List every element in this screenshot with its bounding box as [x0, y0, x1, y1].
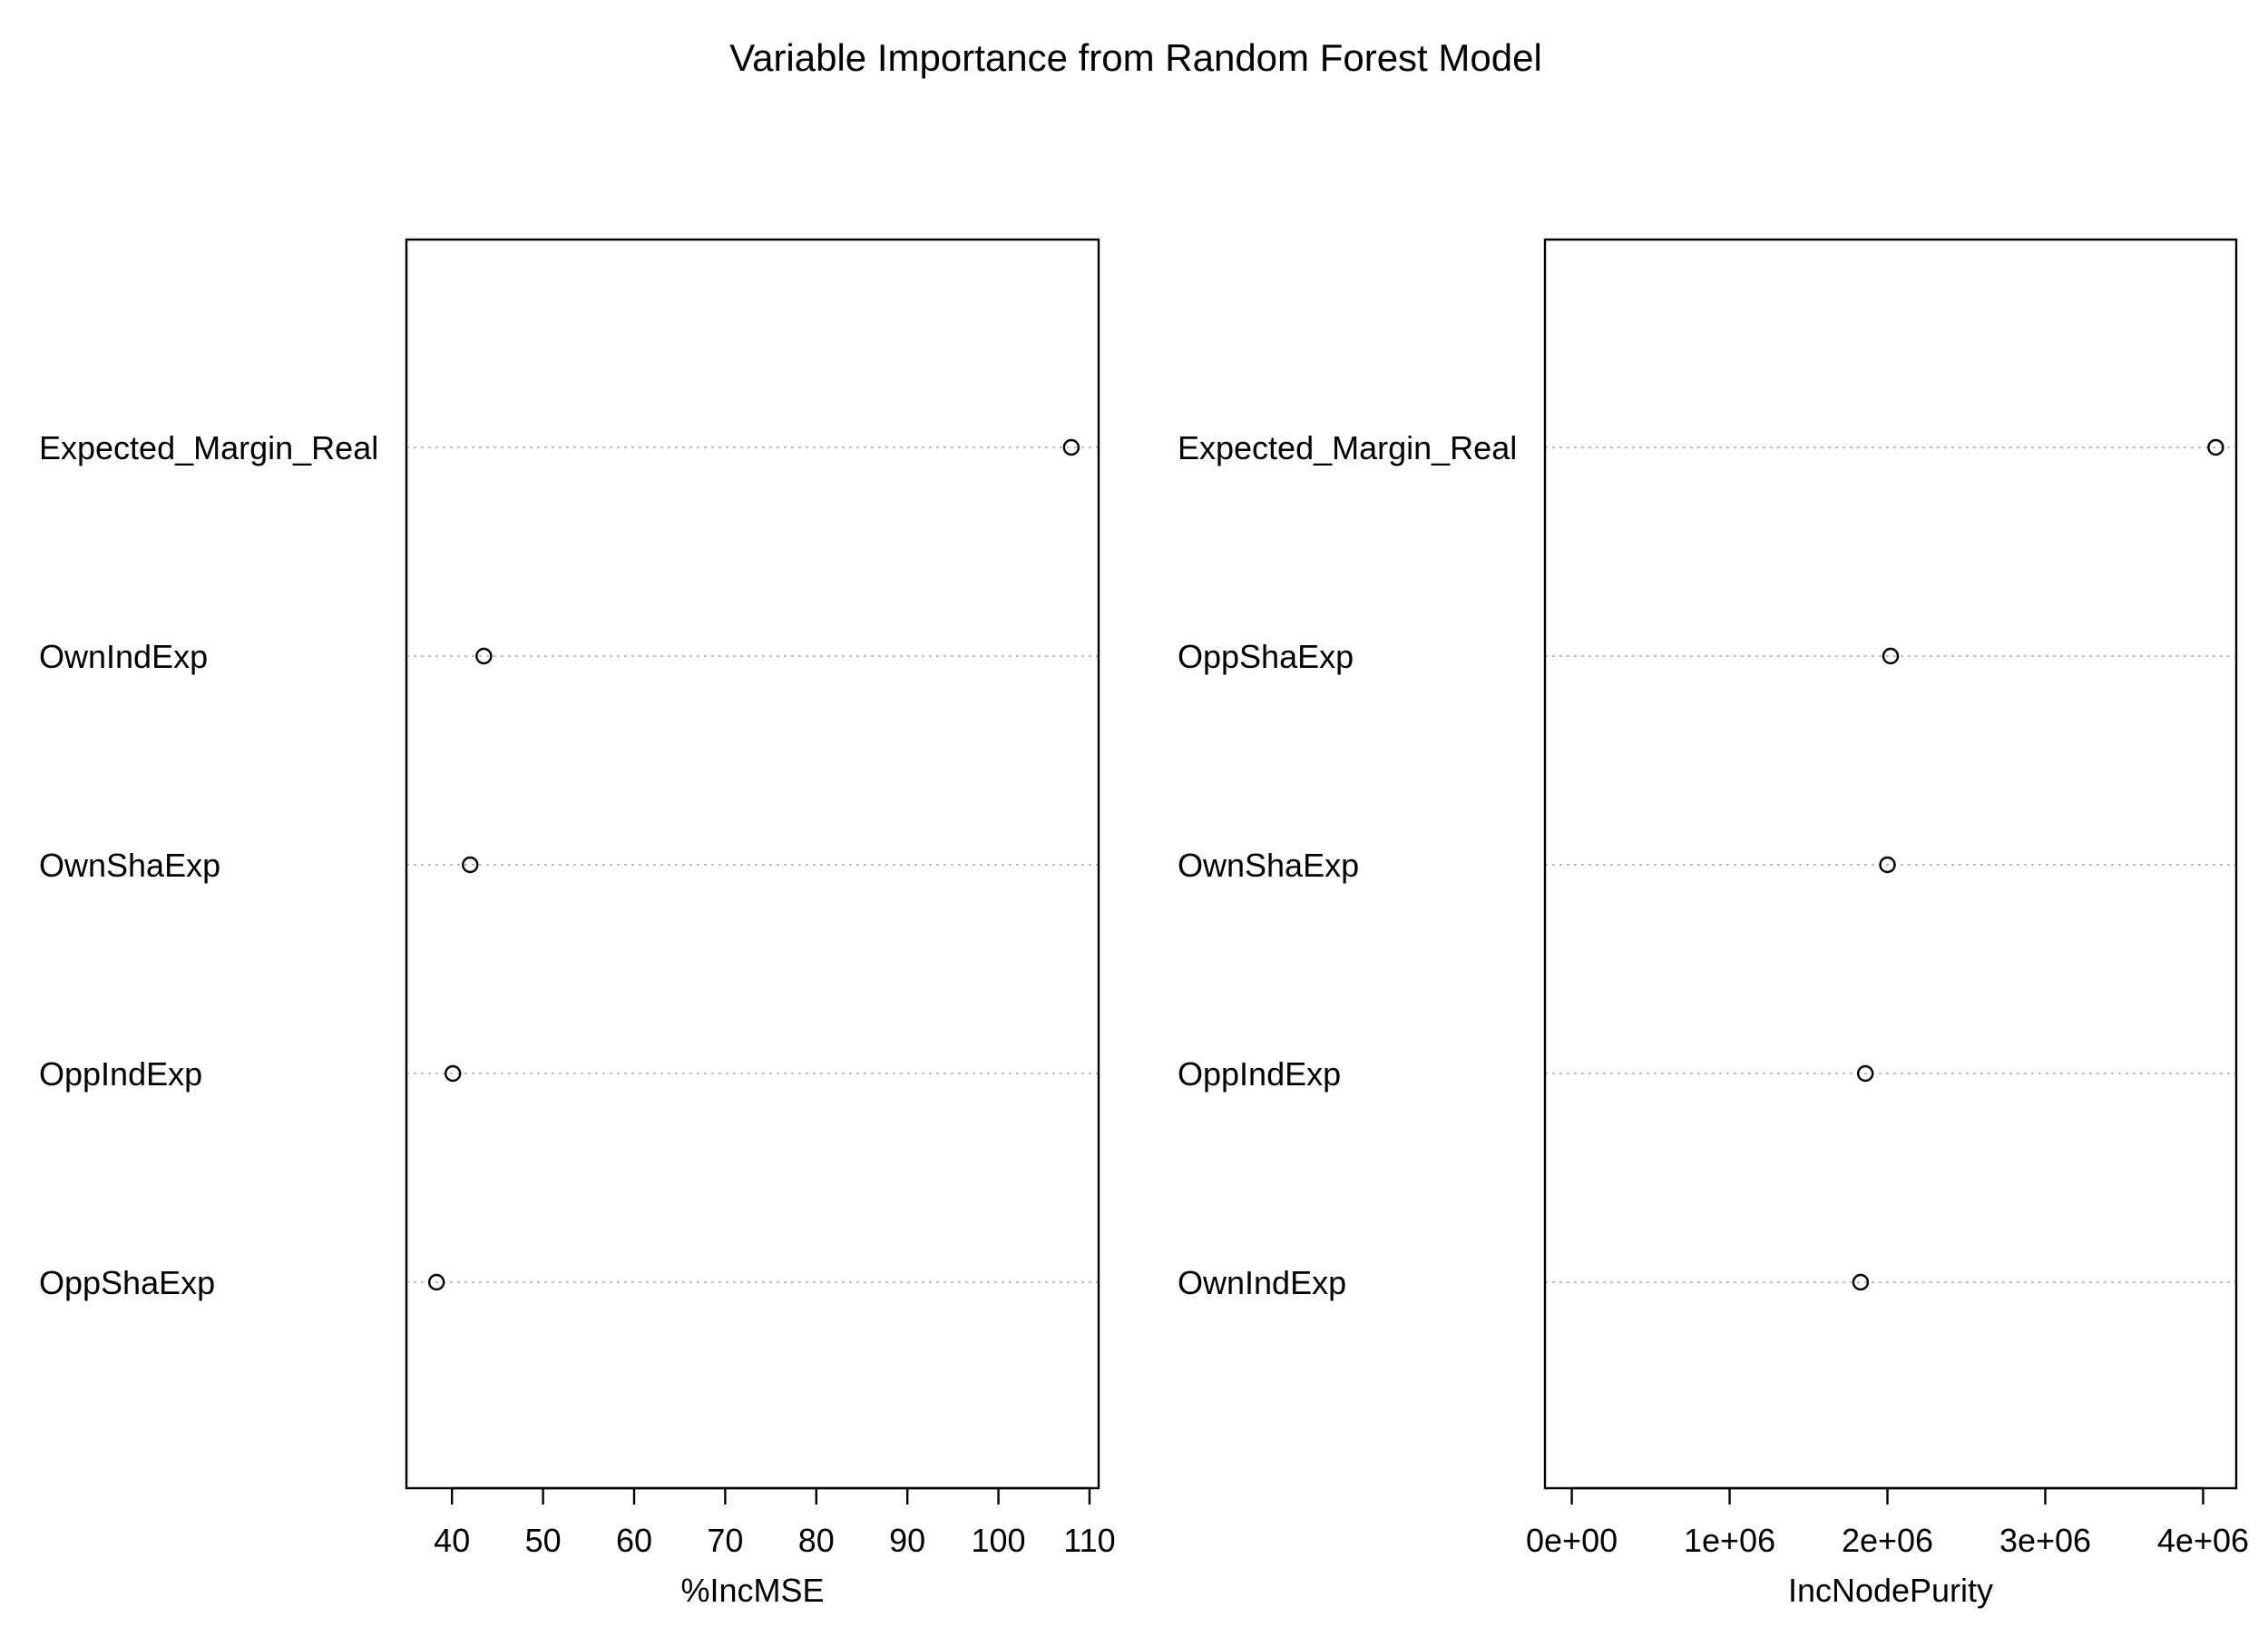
panel-2-variable-label: OwnIndExp [1178, 1264, 1346, 1301]
panel-1-importance-point [462, 856, 479, 874]
panel-1-x-tick-label: 110 [1063, 1522, 1115, 1559]
panel-2-variable-label: OwnShaExp [1178, 847, 1359, 884]
panel-2-variable-label: OppIndExp [1178, 1055, 1341, 1093]
panel-1-x-tick-label: 50 [525, 1522, 562, 1559]
panel-2-variable-label: OppShaExp [1178, 638, 1354, 675]
panel-2-importance-point [1856, 1064, 1874, 1083]
panel-2-x-tick-label: 4e+06 [2157, 1522, 2249, 1559]
panel-2-x-tick-label: 0e+00 [1526, 1522, 1618, 1559]
panel-1-x-tick-label: 90 [889, 1522, 925, 1559]
panel-1-x-axis-title: %IncMSE [680, 1572, 824, 1609]
panel-2-x-tick-label: 3e+06 [1999, 1522, 2091, 1559]
panel-2-importance-point [1879, 856, 1896, 874]
panel-2-x-tick-label: 2e+06 [1842, 1522, 1933, 1559]
panel-1-x-tick-label: 80 [798, 1522, 835, 1559]
panel-1-x-tick-label: 70 [707, 1522, 743, 1559]
chart-title: Variable Importance from Random Forest M… [729, 36, 1542, 79]
panel-1-importance-point [427, 1273, 445, 1291]
panel-1-x-tick-label: 100 [972, 1522, 1026, 1559]
panel-2-importance-point [2207, 438, 2224, 456]
panel-1-x-tick-label: 60 [616, 1522, 652, 1559]
panel-1-x-tick-label: 40 [434, 1522, 470, 1559]
panel-2-importance-point [1852, 1273, 1870, 1291]
panel-1-variable-label: OppIndExp [39, 1055, 202, 1093]
panel-1-variable-label: OwnIndExp [39, 638, 208, 675]
panel-2-x-axis-title: IncNodePurity [1788, 1572, 1993, 1609]
panel-2-variable-label: Expected_Margin_Real [1178, 429, 1517, 466]
panel-1-importance-point [1062, 438, 1080, 456]
panel-1-importance-point [475, 647, 493, 665]
panel-2-x-tick-label: 1e+06 [1684, 1522, 1775, 1559]
panel-1-variable-label: OppShaExp [39, 1264, 215, 1301]
panel-1-importance-point [445, 1064, 462, 1083]
panel-2-importance-point [1882, 647, 1900, 665]
panel-1-variable-label: Expected_Margin_Real [39, 429, 378, 466]
panel-1-variable-label: OwnShaExp [39, 847, 220, 884]
